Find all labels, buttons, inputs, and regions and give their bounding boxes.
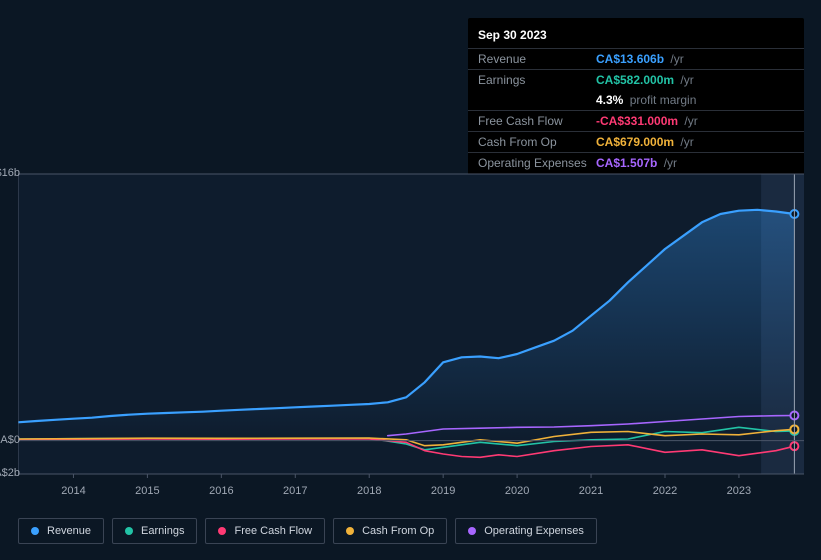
data-tooltip: Sep 30 2023 RevenueCA$13.606b /yrEarning… [468, 18, 804, 179]
tooltip-row: EarningsCA$582.000m /yr [468, 69, 804, 90]
x-axis-label: 2016 [209, 485, 233, 497]
x-axis-label: 2018 [357, 485, 381, 497]
y-axis-label: -CA$2b [0, 467, 20, 479]
tooltip-row-suffix: /yr [681, 114, 698, 128]
legend-label: Free Cash Flow [234, 525, 312, 537]
x-axis-label: 2020 [505, 485, 529, 497]
tooltip-row: Cash From OpCA$679.000m /yr [468, 131, 804, 152]
legend-item-fcf[interactable]: Free Cash Flow [205, 518, 325, 544]
financials-chart[interactable]: CA$16bCA$0-CA$2b [18, 160, 804, 480]
tooltip-row: RevenueCA$13.606b /yr [468, 48, 804, 69]
legend-label: Cash From Op [362, 525, 434, 537]
chart-svg [18, 160, 804, 480]
x-axis-label: 2014 [61, 485, 85, 497]
tooltip-row-suffix: profit margin [626, 93, 696, 107]
y-axis-label: CA$16b [0, 167, 20, 179]
legend-swatch [125, 527, 133, 535]
tooltip-row-suffix: /yr [677, 73, 694, 87]
tooltip-row: Free Cash Flow-CA$331.000m /yr [468, 110, 804, 131]
legend-label: Earnings [141, 525, 184, 537]
x-axis-label: 2017 [283, 485, 307, 497]
legend-swatch [218, 527, 226, 535]
x-axis-label: 2023 [727, 485, 751, 497]
tooltip-row-suffix: /yr [677, 135, 694, 149]
tooltip-date: Sep 30 2023 [468, 24, 804, 48]
x-axis-labels: 2014 2015 2016 2017 2018 2019 2020 2021 2022 2023 [18, 485, 804, 499]
x-axis-label: 2019 [431, 485, 455, 497]
tooltip-row-suffix: /yr [667, 52, 684, 66]
legend-label: Operating Expenses [484, 525, 584, 537]
x-axis-label: 2015 [135, 485, 159, 497]
tooltip-row: 4.3% profit margin [468, 90, 804, 110]
tooltip-row-value: -CA$331.000m /yr [596, 114, 698, 128]
legend-item-opex[interactable]: Operating Expenses [455, 518, 597, 544]
legend-item-cfo[interactable]: Cash From Op [333, 518, 447, 544]
chart-legend: Revenue Earnings Free Cash Flow Cash From O… [18, 518, 597, 544]
legend-swatch [346, 527, 354, 535]
legend-item-revenue[interactable]: Revenue [18, 518, 104, 544]
legend-item-earnings[interactable]: Earnings [112, 518, 197, 544]
legend-swatch [468, 527, 476, 535]
x-axis-label: 2021 [579, 485, 603, 497]
tooltip-row-label [478, 93, 596, 107]
tooltip-row-label: Earnings [478, 73, 596, 87]
tooltip-row-value: CA$13.606b /yr [596, 52, 684, 66]
tooltip-row-label: Cash From Op [478, 135, 596, 149]
tooltip-row-label: Revenue [478, 52, 596, 66]
tooltip-row-value: CA$582.000m /yr [596, 73, 694, 87]
y-axis-label: CA$0 [0, 434, 20, 446]
tooltip-row-label: Free Cash Flow [478, 114, 596, 128]
legend-label: Revenue [47, 525, 91, 537]
x-axis-label: 2022 [653, 485, 677, 497]
chart-root: { "tooltip": { "date": "Sep 30 2023", "r… [0, 0, 821, 560]
tooltip-row-value: CA$679.000m /yr [596, 135, 694, 149]
tooltip-row-value: 4.3% profit margin [596, 93, 696, 107]
legend-swatch [31, 527, 39, 535]
